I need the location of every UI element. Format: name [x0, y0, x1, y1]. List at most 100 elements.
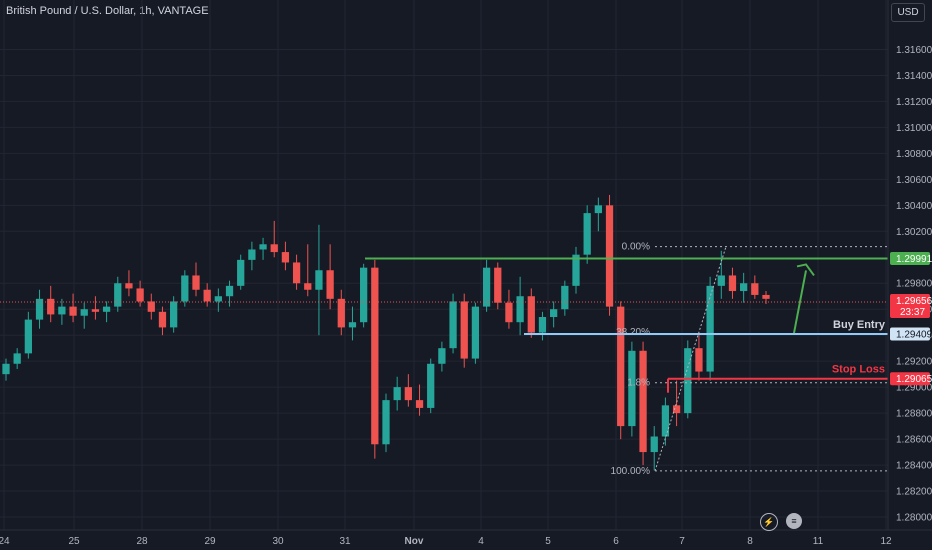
candle-body	[80, 309, 88, 316]
current-price-value: 1.29656	[896, 296, 932, 307]
current-price-tag	[890, 293, 930, 318]
price-axis[interactable]: 1.31600 1.31400 1.31200 1.31000 1.30800 1.306…	[887, 0, 932, 530]
candle-body	[348, 322, 357, 328]
y-tick-label: 1.28400	[896, 461, 932, 472]
candle-body	[102, 306, 111, 312]
candle-body	[527, 296, 535, 333]
candle-body	[270, 244, 278, 253]
candle-body	[125, 283, 133, 289]
candle-body	[259, 244, 267, 250]
y-tick-label: 1.28000	[896, 513, 932, 524]
candle-body	[203, 289, 211, 302]
y-tick-label: 1.29800	[896, 279, 932, 290]
candle-body	[181, 275, 189, 302]
candle-body	[617, 306, 625, 427]
candle-body	[639, 350, 647, 453]
candle-body	[438, 348, 446, 364]
x-tick-label: 5	[545, 536, 551, 547]
candle-body	[24, 319, 32, 354]
x-tick-label: 7	[679, 536, 685, 547]
candle-body	[114, 283, 122, 307]
candle-body	[449, 301, 457, 349]
candle-body	[136, 288, 144, 302]
y-tick-label: 1.30200	[896, 227, 932, 238]
candle-body	[762, 294, 770, 299]
candle-body	[170, 301, 178, 328]
grid	[0, 0, 888, 530]
y-tick-label: 1.30400	[896, 201, 932, 212]
up-arrow-icon[interactable]	[793, 263, 815, 334]
stop-loss-label: Stop Loss	[832, 364, 885, 376]
candle-body	[684, 348, 692, 414]
candle-body	[371, 267, 379, 445]
lightning-icon[interactable]: ⚡	[760, 513, 778, 531]
candle-body	[47, 298, 55, 315]
candle-body	[561, 285, 569, 310]
candle-body	[382, 400, 390, 445]
buy-entry-price-value: 1.29409	[896, 330, 932, 341]
candle-body	[58, 306, 66, 315]
price-tags: 1.29991 1.29656 23:37 1.29409 1.29065	[890, 251, 932, 386]
y-tick-label: 1.31600	[896, 45, 932, 56]
candles	[2, 194, 770, 471]
overlay: 0.00% 100.00% 1.8% 38.20% Buy Entry Stop…	[0, 242, 888, 477]
candle-body	[192, 275, 200, 290]
candle-body	[415, 400, 424, 408]
candle-body	[315, 270, 323, 290]
x-tick-label: 4	[478, 536, 484, 547]
candle-body	[158, 311, 167, 328]
fib-label-100: 100.00%	[611, 466, 651, 477]
candle-body	[304, 283, 312, 290]
time-axis[interactable]: 24 25 28 29 30 31 Nov 4 5 6 7 8 11 12	[0, 529, 932, 547]
candle-body	[360, 267, 368, 323]
candle-body	[672, 405, 681, 414]
candle-body	[292, 262, 301, 284]
x-tick-label: 24	[0, 536, 10, 547]
candle-body	[326, 270, 334, 299]
candle-body	[538, 317, 547, 333]
y-tick-label: 1.28600	[896, 435, 932, 446]
buy-entry-price-tag	[890, 327, 930, 341]
y-tick-label: 1.31000	[896, 123, 932, 134]
candle-body	[695, 348, 703, 372]
candle-body	[650, 436, 658, 453]
fib-trend-line[interactable]	[654, 246, 727, 472]
candle-body	[393, 387, 401, 401]
candle-body	[728, 275, 737, 292]
y-tick-label: 1.31400	[896, 71, 932, 82]
candle-body	[505, 302, 513, 323]
resistance-price-value: 1.29991	[896, 254, 932, 265]
currency-button[interactable]: USD	[891, 3, 925, 22]
x-tick-label: 30	[272, 536, 284, 547]
y-tick-label: 1.28200	[896, 487, 932, 498]
candle-body	[706, 285, 714, 372]
x-tick-label: Nov	[405, 536, 424, 547]
symbol-title: British Pound / U.S. Dollar, 1h, VANTAGE	[6, 5, 209, 17]
x-tick-label: 8	[747, 536, 753, 547]
candle-body	[740, 283, 748, 292]
candle-body	[572, 254, 580, 286]
candle-body	[13, 353, 21, 364]
y-tick-label: 1.30600	[896, 175, 932, 186]
candle-body	[751, 283, 759, 295]
candle-body	[628, 350, 636, 427]
flag-icon[interactable]: ≡	[786, 513, 802, 529]
candle-body	[281, 252, 290, 263]
candle-body	[404, 387, 412, 401]
y-tick-label: 1.29200	[896, 357, 932, 368]
candle-body	[583, 213, 591, 255]
y-tick-label: 1.29000	[896, 383, 932, 394]
x-tick-label: 31	[339, 536, 351, 547]
candle-body	[147, 301, 155, 312]
candle-body	[594, 205, 602, 214]
candle-countdown: 23:37	[900, 307, 925, 318]
x-tick-label: 29	[204, 536, 216, 547]
candle-body	[91, 309, 100, 312]
fib-label-0: 0.00%	[622, 242, 650, 253]
candle-body	[337, 298, 345, 328]
buy-entry-label: Buy Entry	[833, 319, 886, 331]
stop-loss-price-tag	[890, 372, 930, 386]
candle-body	[516, 296, 524, 323]
y-tick-label: 1.30800	[896, 149, 932, 160]
